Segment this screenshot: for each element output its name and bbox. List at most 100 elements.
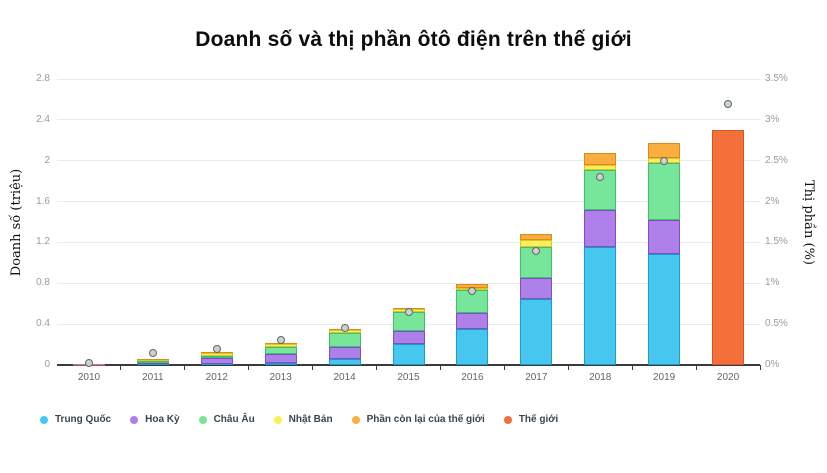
bar-segment-trung-qu-c-2015[interactable] <box>392 343 425 365</box>
bar-segment-trung-qu-c-2011[interactable] <box>136 364 169 365</box>
share-marker-2013[interactable] <box>276 336 285 345</box>
x-axis-tick <box>439 365 441 370</box>
left-axis-tick-label: 2 <box>44 154 50 166</box>
bar-segment-hoa-k--2011[interactable] <box>136 362 169 365</box>
bar-segment-trung-qu-c-2019[interactable] <box>648 253 681 365</box>
bar-segment-ph-n-c-n-l-i-c-a-th-gi-i-2012[interactable] <box>200 352 233 353</box>
left-axis-tick-label: 0.8 <box>36 277 50 289</box>
x-axis-tick <box>120 365 122 370</box>
legend-item-nh-t-b-n[interactable]: Nhật Bản <box>273 414 333 425</box>
right-axis-tick-label: 2.5% <box>765 154 788 166</box>
legend-item-hoa-k-[interactable]: Hoa Kỳ <box>130 414 180 425</box>
legend-dot-icon <box>503 415 512 424</box>
bar-segment-ph-n-c-n-l-i-c-a-th-gi-i-2016[interactable] <box>456 283 489 288</box>
gridline <box>57 241 760 243</box>
share-marker-2019[interactable] <box>660 156 669 165</box>
x-axis-label-2014: 2014 <box>333 372 356 383</box>
bar-segment-hoa-k--2016[interactable] <box>456 312 489 330</box>
legend-label: Hoa Kỳ <box>145 414 180 425</box>
right-axis-tick-label: 3.5% <box>765 73 788 84</box>
x-axis-label-2018: 2018 <box>589 372 612 383</box>
bar-segment-nh-t-b-n-2017[interactable] <box>520 240 553 247</box>
bar-segment-hoa-k--2012[interactable] <box>200 358 233 364</box>
share-marker-2010[interactable] <box>84 358 93 367</box>
x-axis-label-2017: 2017 <box>525 372 548 383</box>
bar-segment-nh-t-b-n-2012[interactable] <box>200 352 233 356</box>
legend-label: Châu Âu <box>213 414 255 425</box>
legend-item-ph-n-c-n-l-i-c-a-th-gi-i[interactable]: Phần còn lại của thế giới <box>351 414 485 425</box>
left-axis-tick-label: 1.2 <box>36 236 50 248</box>
x-axis-label-2016: 2016 <box>461 372 484 383</box>
x-axis-label-2020: 2020 <box>716 372 740 383</box>
legend-dot-icon <box>351 415 360 424</box>
bar-segment-nh-t-b-n-2018[interactable] <box>584 164 617 170</box>
left-axis-tick-label: 2.8 <box>36 73 50 84</box>
bar-segment-hoa-k--2019[interactable] <box>648 219 681 254</box>
bar-segment-ph-n-c-n-l-i-c-a-th-gi-i-2017[interactable] <box>520 234 553 241</box>
left-axis-tick-label: 0 <box>44 359 50 370</box>
bar-segment-trung-qu-c-2013[interactable] <box>264 363 297 365</box>
x-axis-line <box>57 364 760 366</box>
x-axis-label-2015: 2015 <box>397 372 420 383</box>
share-marker-2020[interactable] <box>724 99 733 108</box>
right-axis-title: Thị phần (%) <box>800 179 816 265</box>
right-axis-tick-label: 1% <box>765 277 780 289</box>
bar-segment-hoa-k--2017[interactable] <box>520 278 553 299</box>
left-axis-title: Doanh số (triệu) <box>9 168 25 276</box>
legend-dot-icon <box>40 415 48 424</box>
x-axis-label-2019: 2019 <box>653 372 676 383</box>
legend-label: Nhật Bản <box>288 414 333 425</box>
gridline <box>57 201 760 203</box>
share-marker-2018[interactable] <box>596 173 605 182</box>
share-marker-2016[interactable] <box>468 287 477 296</box>
bar-segment-trung-qu-c-2014[interactable] <box>328 358 361 365</box>
gridline <box>57 78 760 80</box>
bar-segment-trung-qu-c-2017[interactable] <box>520 298 553 365</box>
legend-label: Phần còn lại của thế giới <box>366 414 485 425</box>
bar-segment-ch-u-u-2019[interactable] <box>648 162 681 220</box>
x-axis-tick <box>759 365 761 370</box>
bar-segment-nh-t-b-n-2013[interactable] <box>264 344 297 348</box>
share-marker-2012[interactable] <box>212 344 221 353</box>
bar-segment-hoa-k--2015[interactable] <box>392 331 425 344</box>
bar-segment-ph-n-c-n-l-i-c-a-th-gi-i-2019[interactable] <box>648 143 681 158</box>
legend-item-th-gi-i[interactable]: Thế giới <box>503 414 559 425</box>
bar-segment-hoa-k--2018[interactable] <box>584 209 617 247</box>
legend-item-trung-qu-c[interactable]: Trung Quốc <box>40 414 111 425</box>
legend-dot-icon <box>198 415 207 424</box>
x-axis-tick <box>503 365 505 370</box>
x-axis-tick <box>184 365 186 370</box>
bar-segment-ph-n-c-n-l-i-c-a-th-gi-i-2018[interactable] <box>584 152 617 165</box>
bar-segment-trung-qu-c-2012[interactable] <box>200 363 233 365</box>
bar-segment-ch-u-u-2012[interactable] <box>200 355 233 359</box>
bar-segment-ch-u-u-2013[interactable] <box>264 347 297 354</box>
share-marker-2015[interactable] <box>404 307 413 316</box>
x-axis-tick <box>312 365 314 370</box>
left-axis-tick-label: 0.4 <box>36 318 50 330</box>
left-axis-tick-label: 2.4 <box>36 113 50 125</box>
chart-title: Doanh số và thị phần ôtô điện trên thế g… <box>195 28 632 51</box>
right-axis-tick-label: 1.5% <box>765 236 788 248</box>
bar-segment-trung-qu-c-2018[interactable] <box>584 246 617 365</box>
bar-the-gioi-2020[interactable] <box>712 130 745 365</box>
share-marker-2017[interactable] <box>532 246 541 255</box>
legend-item-ch-u-u[interactable]: Châu Âu <box>198 414 255 425</box>
left-axis-tick-label: 1.6 <box>36 195 50 207</box>
share-marker-2014[interactable] <box>340 324 349 333</box>
legend-label: Thế giới <box>518 414 559 425</box>
bar-segment-nh-t-b-n-2011[interactable] <box>136 359 169 362</box>
bar-segment-ch-u-u-2011[interactable] <box>136 361 169 363</box>
bar-segment-ch-u-u-2014[interactable] <box>328 333 361 347</box>
right-axis-tick-label: 2% <box>765 195 780 207</box>
right-axis-tick-label: 0.5% <box>765 318 788 330</box>
bar-segment-trung-qu-c-2016[interactable] <box>456 329 489 365</box>
bar-segment-hoa-k--2014[interactable] <box>328 346 361 359</box>
x-axis-label-2011: 2011 <box>142 372 164 383</box>
share-marker-2011[interactable] <box>148 348 157 357</box>
legend-dot-icon <box>273 415 282 424</box>
x-axis-label-2013: 2013 <box>269 372 292 383</box>
legend-dot-icon <box>130 415 139 424</box>
bar-segment-hoa-k--2013[interactable] <box>264 353 297 364</box>
plot-area <box>57 78 761 370</box>
